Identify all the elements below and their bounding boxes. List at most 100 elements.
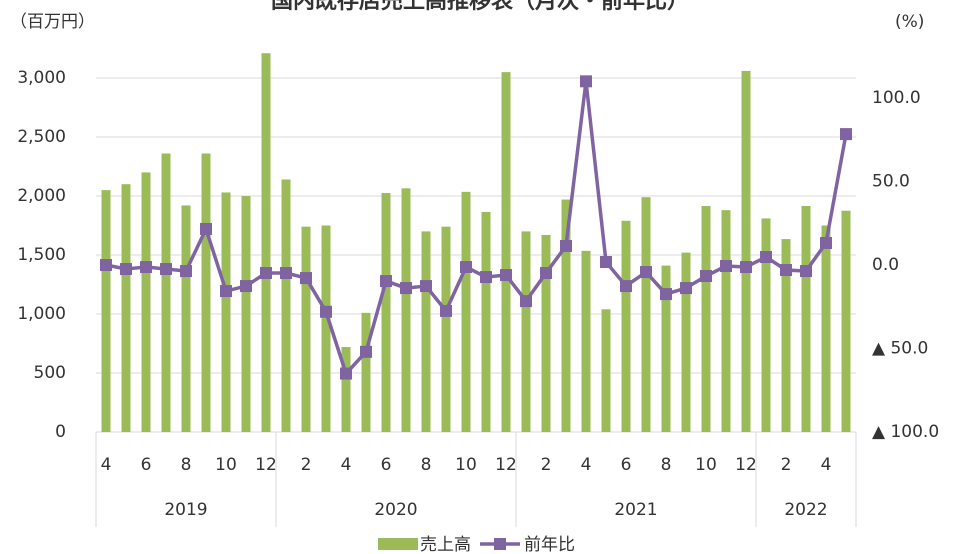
line-marker [600,256,612,269]
bar [461,191,471,432]
bar [401,188,411,432]
bar [201,153,211,432]
line-marker [380,275,392,288]
bar [621,220,631,432]
bar [381,193,391,432]
line-marker [680,282,692,295]
chart-title: 国内既存店売上高推移表（月次・前年比） [271,0,689,14]
y-tick-label: 2,000 [17,186,66,206]
bar [241,196,251,432]
bar [581,250,591,432]
bar [301,226,311,432]
line-marker [320,305,332,318]
bar [481,211,491,432]
x-tick-label: 10 [215,455,237,475]
line-marker [180,265,192,278]
line-marker [280,267,292,280]
bar [181,205,191,432]
y-tick-label: 1,000 [17,304,66,324]
x-tick-label: 10 [455,455,477,475]
line-marker [200,222,212,235]
line-marker [440,304,452,317]
legend-swatch [378,538,418,550]
line-marker [120,263,132,276]
x-tick-label: 6 [381,455,392,475]
line-marker [500,269,512,282]
bar [641,197,651,432]
bar [121,184,131,432]
line-marker [620,280,632,293]
line-marker [480,271,492,284]
line [105,81,848,377]
bar [761,218,771,432]
bar [821,225,831,432]
year-label: 2020 [374,500,417,520]
x-tick-label: 8 [181,455,192,475]
bar [101,190,111,432]
bar [261,53,271,432]
x-tick-label: 2 [781,455,792,475]
x-tick-label: 4 [101,455,112,475]
legend-swatch [494,538,506,550]
legend-label: 前年比 [524,535,575,554]
line-marker [420,280,432,293]
year-label: 2019 [164,500,207,520]
bar [701,206,711,432]
y2-tick-label: 50.0 [872,172,910,192]
year-label: 2022 [784,500,827,520]
bar [601,309,611,432]
line-marker [100,259,112,272]
line-marker [760,251,772,264]
bar [521,231,531,432]
bar [421,231,431,432]
bar [541,234,551,432]
legend-label: 売上高 [420,535,471,554]
x-tick-label: 10 [695,455,717,475]
line-marker [640,266,652,279]
line-marker [360,345,372,358]
x-tick-label: 6 [141,455,152,475]
bar [741,70,751,433]
x-tick-label: 4 [581,455,592,475]
bar [221,192,231,432]
x-tick-label: 12 [735,455,757,475]
bar [441,226,451,432]
x-tick-label: 12 [495,455,517,475]
bar [341,347,351,432]
line-marker [220,285,232,298]
line-marker [460,261,472,274]
y-tick-label: 3,000 [17,68,66,88]
line-marker [340,367,352,380]
x-tick-label: 2 [301,455,312,475]
line-marker [740,261,752,274]
line-marker [820,236,832,249]
bar [661,265,671,432]
line-marker [840,128,852,141]
line-marker [560,239,572,252]
bar [721,210,731,432]
line-marker [540,267,552,280]
year-label: 2021 [614,500,657,520]
bar [361,312,371,432]
line-marker [520,295,532,308]
line-marker [240,280,252,293]
line-marker [700,270,712,283]
bar [161,153,171,432]
line-marker [720,260,732,273]
y2-tick-label: ▲ 100.0 [872,422,939,442]
y-tick-label: 1,500 [17,245,66,265]
y-tick-label: 500 [34,363,66,383]
bar [781,239,791,432]
line-marker [800,265,812,278]
x-tick-label: 8 [421,455,432,475]
bar [841,210,851,432]
x-tick-label: 8 [661,455,672,475]
x-tick-label: 4 [341,455,352,475]
y-axis-label: （百万円） [10,12,95,32]
line-marker [400,282,412,295]
line-marker [260,267,272,280]
bar [321,225,331,432]
y2-axis-label: (%) [895,12,924,32]
y2-tick-label: 0.0 [872,255,899,275]
